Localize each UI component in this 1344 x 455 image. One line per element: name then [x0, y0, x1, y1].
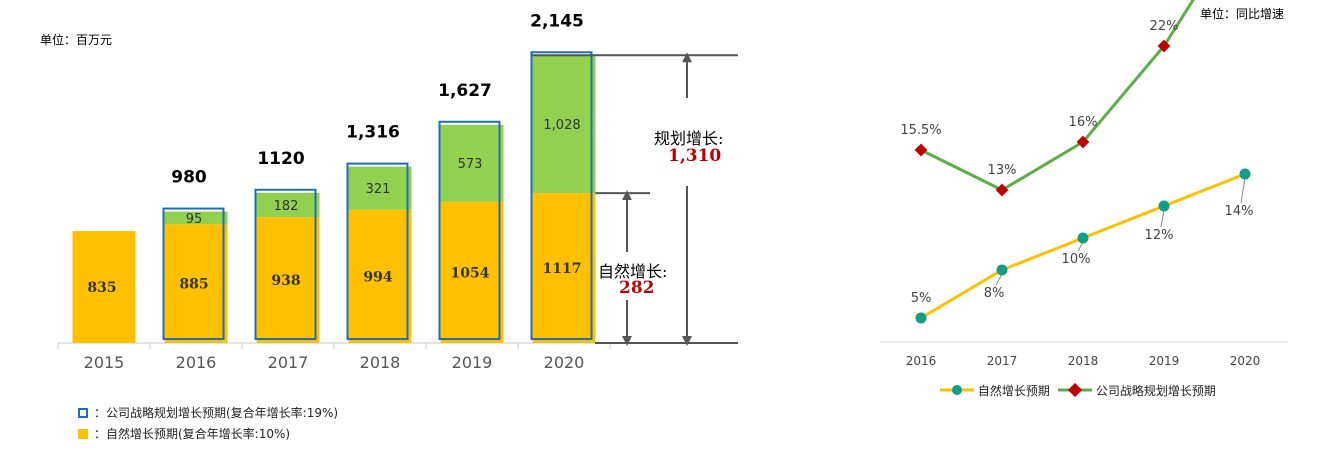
line-tick-label-2018: 2018 — [1068, 354, 1099, 368]
line-tick-label-2017: 2017 — [987, 354, 1018, 368]
label-total-2020: 2,145 — [530, 11, 584, 31]
label-strategic-rate-2017: 13% — [988, 163, 1017, 178]
bar-strategic-2019 — [440, 124, 504, 202]
bar-outline-2017 — [254, 188, 317, 340]
legend-right-strategic-marker — [1058, 382, 1092, 398]
marker-natural-2018 — [1077, 232, 1089, 244]
label-strategic-2019: 573 — [458, 157, 483, 172]
legend-right-strategic-label: 公司战略规划增长预期 — [1095, 384, 1216, 398]
legend-strategic: ：公司战略规划增长预期(复合年增长率:19%) — [78, 404, 338, 421]
label-natural-2016: 885 — [179, 277, 208, 293]
label-natural-rate-2017: 8% — [984, 286, 1005, 301]
legend-right-natural: 自然增长预期 — [940, 382, 1050, 399]
label-natural-2020: 1117 — [543, 261, 582, 277]
label-strategic-2016: 95 — [186, 212, 203, 227]
line-series-natural — [920, 172, 1246, 320]
right-chart-unit: 单位：同比增速 — [1200, 7, 1285, 21]
bar-natural-2019 — [440, 201, 504, 343]
tick-label-2017: 2017 — [268, 353, 309, 372]
legend-right-natural-label: 自然增长预期 — [977, 384, 1050, 398]
label-natural-rate-2019: 12% — [1145, 228, 1174, 243]
tick-label-2018: 2018 — [360, 353, 401, 372]
label-natural-2018: 994 — [363, 269, 392, 285]
label-natural-2017: 938 — [271, 273, 300, 289]
line-series-strategic — [920, 0, 1195, 192]
label-total-2016: 980 — [171, 168, 207, 188]
tick-label-2019: 2019 — [452, 353, 493, 372]
label-strategic-rate-2019: 22% — [1150, 19, 1179, 34]
plan-growth-value: 1,310 — [668, 146, 722, 166]
label-natural-rate-2020: 14% — [1225, 204, 1254, 219]
bar-outline-2019 — [438, 120, 501, 340]
bar-natural-2018 — [348, 209, 412, 343]
line-tick-label-2019: 2019 — [1149, 354, 1180, 368]
bar-natural-2015 — [72, 231, 136, 343]
label-natural-2019: 1054 — [451, 265, 490, 281]
leader-natural-2019 — [1160, 209, 1165, 228]
bar-outline-2016 — [162, 207, 225, 340]
tick-label-2020: 2020 — [544, 353, 585, 372]
label-total-2018: 1,316 — [346, 123, 400, 143]
bar-strategic-2016 — [164, 211, 228, 225]
leader-natural-2020 — [1240, 177, 1246, 204]
natural-growth-value: 282 — [619, 278, 655, 298]
bar-natural-2017 — [256, 217, 320, 343]
label-total-2019: 1,627 — [438, 81, 492, 101]
label-strategic-rate-2018: 16% — [1069, 115, 1098, 130]
line-tick-label-2020: 2020 — [1230, 354, 1261, 368]
bar-natural-2016 — [164, 224, 228, 343]
label-natural-rate-2018: 10% — [1062, 252, 1091, 267]
legend-strategic-swatch — [78, 408, 88, 418]
leader-natural-2018 — [1077, 241, 1084, 252]
tick-label-2015: 2015 — [84, 353, 125, 372]
label-strategic-rate-2016: 15.5% — [900, 123, 941, 138]
marker-natural-2017 — [996, 264, 1008, 276]
label-strategic-2017: 182 — [274, 199, 299, 214]
label-total-2017: 1120 — [257, 149, 304, 169]
legend-natural-label: ：自然增长预期(复合年增长率:10%) — [94, 427, 291, 441]
bar-outline-2018 — [346, 162, 409, 340]
label-natural-rate-2016: 5% — [911, 291, 932, 306]
natural-growth-label: 自然增长: — [598, 262, 668, 281]
marker-natural-2020 — [1239, 168, 1251, 180]
marker-natural-2016 — [915, 312, 927, 324]
label-strategic-2018: 321 — [366, 182, 391, 197]
tick-label-2016: 2016 — [176, 353, 217, 372]
plan-growth-label: 规划增长: — [654, 129, 724, 148]
line-tick-label-2016: 2016 — [906, 354, 937, 368]
bar-outline-2020 — [530, 51, 593, 341]
marker-strategic-2016 — [914, 143, 928, 157]
label-natural-2015: 835 — [87, 280, 116, 296]
legend-right-strategic: 公司战略规划增长预期 — [1058, 382, 1216, 399]
leader-natural-2017 — [995, 273, 1003, 286]
legend-natural: ：自然增长预期(复合年增长率:10%) — [78, 425, 290, 442]
legend-right-natural-marker — [940, 385, 974, 395]
legend-natural-swatch — [78, 429, 88, 439]
label-strategic-2020: 1,028 — [543, 118, 580, 133]
bar-strategic-2020 — [532, 55, 596, 194]
bar-strategic-2017 — [256, 192, 320, 218]
bar-natural-2020 — [532, 193, 596, 343]
bar-strategic-2018 — [348, 166, 412, 210]
left-chart-unit: 单位：百万元 — [40, 33, 113, 47]
marker-strategic-2017 — [995, 183, 1009, 197]
legend-strategic-label: ：公司战略规划增长预期(复合年增长率:19%) — [94, 406, 339, 420]
marker-natural-2019 — [1158, 200, 1170, 212]
